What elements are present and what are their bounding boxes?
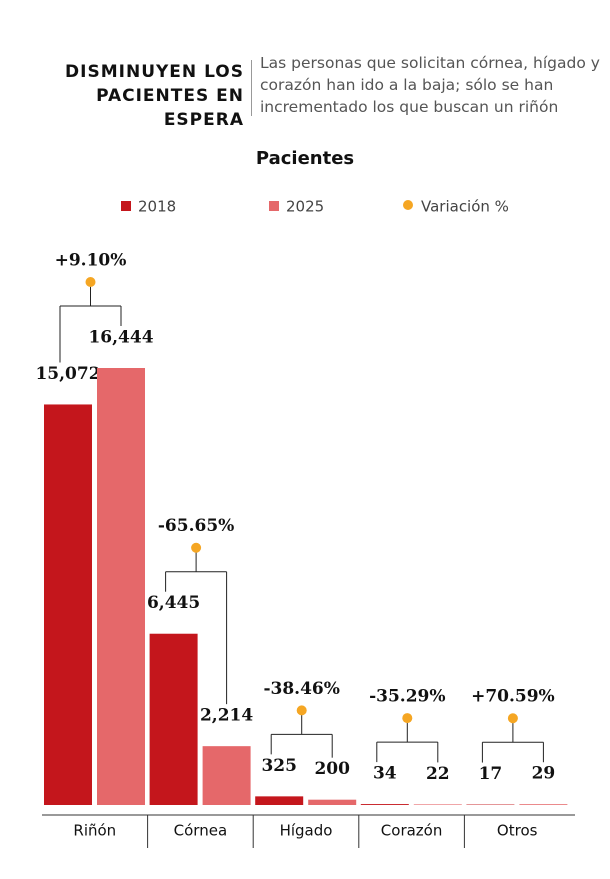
bar xyxy=(519,804,568,805)
value-label: 200 xyxy=(314,759,350,779)
variation-label: -65.65% xyxy=(158,516,234,536)
value-label: 29 xyxy=(532,764,556,784)
bar xyxy=(413,804,462,805)
variation-dot xyxy=(85,277,96,287)
bar xyxy=(360,804,409,805)
variation-label: -35.29% xyxy=(369,687,445,707)
x-tick-label: Hígado xyxy=(280,822,333,840)
legend-dot xyxy=(403,200,413,210)
legend-label: Variación % xyxy=(421,198,509,216)
variation-dot xyxy=(296,705,307,716)
value-label: 16,444 xyxy=(88,328,153,348)
bar xyxy=(202,746,251,805)
bar xyxy=(97,368,145,805)
variation-dot xyxy=(191,542,202,553)
legend-swatch xyxy=(269,201,279,211)
legend-swatch xyxy=(121,201,131,211)
variation-label: +9.10% xyxy=(55,251,127,271)
subtitle: Las personas que solicitan córnea, hígad… xyxy=(260,54,600,116)
x-tick-label: Otros xyxy=(497,822,538,840)
chart-title: Pacientes xyxy=(256,148,354,169)
divider xyxy=(251,60,252,116)
legend-label: 2018 xyxy=(138,198,176,216)
value-label: 22 xyxy=(426,764,450,784)
value-label: 6,445 xyxy=(147,593,200,613)
value-label: 15,072 xyxy=(35,364,100,384)
x-tick-label: Corazón xyxy=(381,822,443,840)
value-label: 2,214 xyxy=(200,706,253,726)
variation-label: +70.59% xyxy=(471,687,555,707)
value-label: 34 xyxy=(373,764,397,784)
title: DISMINUYEN LOS PACIENTES EN ESPERA xyxy=(65,62,244,130)
legend-label: 2025 xyxy=(286,198,324,216)
bar xyxy=(149,633,198,805)
variation-dot xyxy=(402,713,413,724)
bar xyxy=(255,796,304,805)
value-label: 325 xyxy=(261,756,297,776)
x-tick-label: Córnea xyxy=(174,822,227,840)
bar xyxy=(44,404,92,805)
x-tick-label: Riñón xyxy=(73,822,116,840)
bar xyxy=(308,799,357,805)
variation-dot xyxy=(507,713,518,724)
variation-label: -38.46% xyxy=(263,679,339,699)
value-label: 17 xyxy=(479,764,503,784)
